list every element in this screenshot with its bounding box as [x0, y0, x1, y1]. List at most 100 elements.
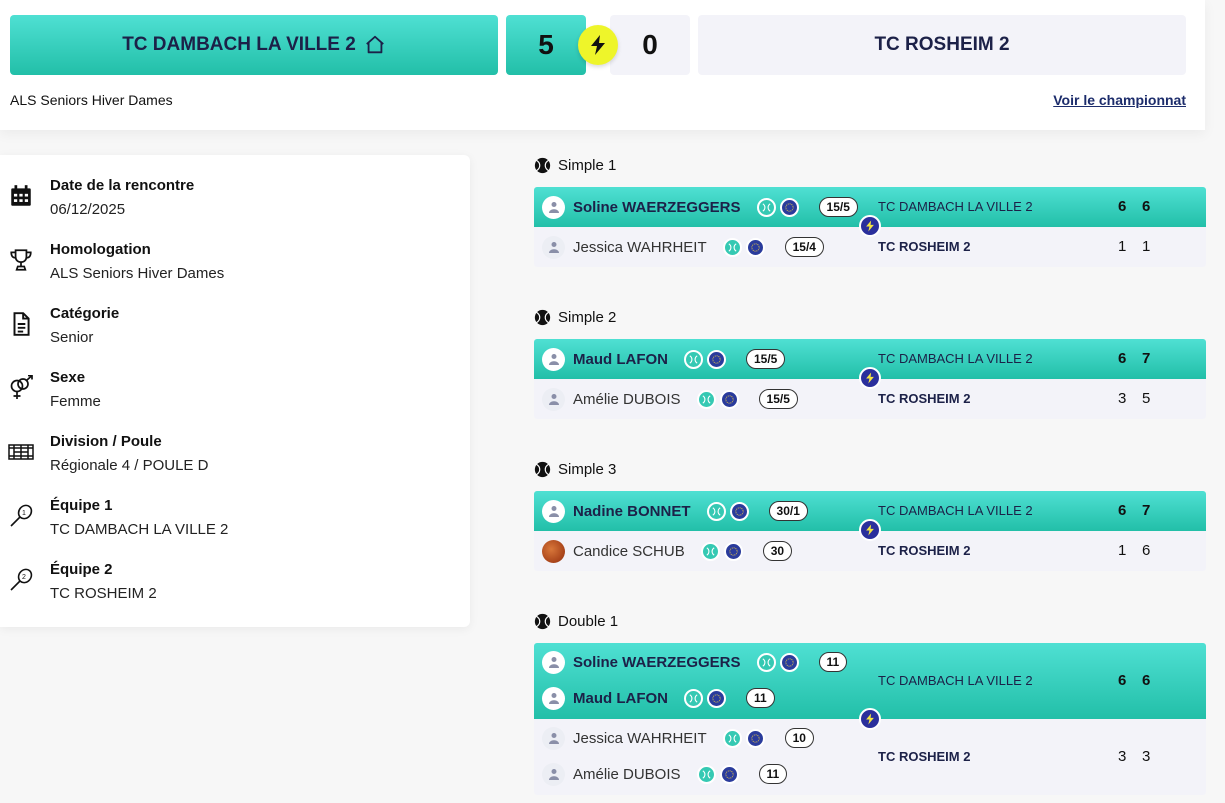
- player-name: Jessica WAHRHEIT: [573, 729, 707, 747]
- lightning-icon: [859, 367, 881, 389]
- player-name: Maud LAFON: [573, 350, 668, 368]
- player-rank: 15/5: [746, 349, 786, 369]
- match-title: Simple 2: [558, 309, 617, 326]
- match-heading: Double 1: [534, 613, 618, 630]
- set-score: 7: [1142, 502, 1151, 519]
- info-category: Catégorie Senior: [0, 305, 470, 361]
- info-team1: 1 Équipe 1 TC DAMBACH LA VILLE 2: [0, 497, 470, 553]
- player-name: Soline WAERZEGGERS: [573, 653, 741, 671]
- info-date-title: Date de la rencontre: [50, 177, 195, 194]
- player-rank: 10: [784, 728, 814, 748]
- winner-sets: 6 6: [1118, 672, 1150, 689]
- eu-badge-icon: [723, 541, 743, 561]
- info-sex-value: Femme: [50, 393, 101, 410]
- loser-player[interactable]: Candice SCHUB 30: [542, 531, 793, 571]
- championship-link[interactable]: Voir le championnat: [1053, 92, 1186, 108]
- winner-player[interactable]: Soline WAERZEGGERS 15/5: [542, 187, 858, 227]
- lightning-icon: [578, 25, 618, 65]
- player-name: Amélie DUBOIS: [573, 765, 681, 783]
- winner-player[interactable]: Nadine BONNET 30/1: [542, 491, 808, 531]
- tennis-badge-icon: [700, 541, 720, 561]
- loser-row: Jessica WAHRHEIT 10 Amélie DUBOIS 11 TC …: [534, 719, 1206, 795]
- winner-club: TC DAMBACH LA VILLE 2: [878, 199, 1033, 214]
- player-rank: 15/4: [784, 237, 824, 257]
- loser-sets: 1 6: [1118, 542, 1150, 559]
- match-heading: Simple 2: [534, 309, 616, 326]
- info-division-title: Division / Poule: [50, 433, 162, 450]
- player-rank: 30/1: [768, 501, 808, 521]
- winner-club: TC DAMBACH LA VILLE 2: [878, 503, 1033, 518]
- racket-2-icon: 2: [10, 568, 33, 591]
- loser-player[interactable]: Amélie DUBOIS 15/5: [542, 379, 798, 419]
- info-homologation-title: Homologation: [50, 241, 151, 258]
- avatar: [542, 235, 565, 259]
- home-team-button[interactable]: TC DAMBACH LA VILLE 2: [10, 15, 498, 75]
- set-score: 3: [1142, 748, 1151, 765]
- calendar-icon: [11, 185, 31, 206]
- info-team2-title: Équipe 2: [50, 561, 113, 578]
- tennis-badge-icon: [684, 349, 703, 369]
- avatar: [542, 499, 565, 523]
- svg-text:1: 1: [22, 510, 26, 517]
- avatar: [542, 539, 565, 563]
- set-score: 3: [1118, 748, 1127, 765]
- loser-player[interactable]: Jessica WAHRHEIT 15/4: [542, 227, 824, 267]
- player-name: Candice SCHUB: [573, 542, 685, 560]
- info-homologation-value: ALS Seniors Hiver Dames: [50, 265, 225, 282]
- away-team-button[interactable]: TC ROSHEIM 2: [698, 15, 1186, 75]
- player-rank: 30: [762, 541, 793, 561]
- racket-1-icon: 1: [10, 504, 33, 527]
- lightning-icon: [859, 708, 881, 730]
- match-header: TC DAMBACH LA VILLE 2 5 0 TC ROSHEIM 2 A…: [0, 0, 1205, 130]
- home-score: 5: [506, 15, 586, 75]
- winner-club: TC DAMBACH LA VILLE 2: [878, 673, 1033, 688]
- info-team2: 2 Équipe 2 TC ROSHEIM 2: [0, 561, 470, 617]
- match-title: Simple 3: [558, 461, 617, 478]
- set-score: 1: [1142, 238, 1151, 255]
- home-icon: [365, 35, 384, 54]
- player-rank: 15/5: [818, 197, 858, 217]
- info-division-value: Régionale 4 / POULE D: [50, 457, 209, 474]
- info-sex: Sexe Femme: [0, 369, 470, 425]
- home-team-name: TC DAMBACH LA VILLE 2: [122, 34, 356, 55]
- winner-player[interactable]: Soline WAERZEGGERS 11: [542, 643, 848, 681]
- eu-badge-icon: [707, 349, 726, 369]
- loser-sets: 3 5: [1118, 390, 1150, 407]
- set-score: 6: [1118, 350, 1127, 367]
- info-category-title: Catégorie: [50, 305, 120, 322]
- tennis-ball-icon: [534, 157, 551, 174]
- eu-badge-icon: [719, 389, 739, 409]
- winner-player[interactable]: Maud LAFON 15/5: [542, 339, 786, 379]
- gender-icon: [10, 375, 33, 399]
- set-score: 5: [1142, 390, 1151, 407]
- avatar: [542, 195, 565, 219]
- player-rank: 11: [818, 652, 848, 672]
- info-team1-title: Équipe 1: [50, 497, 113, 514]
- loser-player[interactable]: Amélie DUBOIS 11: [542, 755, 788, 793]
- info-category-value: Senior: [50, 329, 94, 346]
- lightning-icon: [859, 215, 881, 237]
- eu-badge-icon: [745, 237, 765, 257]
- avatar: [542, 726, 565, 750]
- player-name: Jessica WAHRHEIT: [573, 238, 707, 256]
- match-heading: Simple 1: [534, 157, 616, 174]
- loser-club: TC ROSHEIM 2: [878, 543, 971, 558]
- avatar: [542, 650, 565, 674]
- set-score: 7: [1142, 350, 1151, 367]
- match-info-card: Date de la rencontre 06/12/2025 Homologa…: [0, 155, 470, 627]
- match-title: Simple 1: [558, 157, 617, 174]
- info-team2-value: TC ROSHEIM 2: [50, 585, 157, 602]
- avatar: [542, 347, 565, 371]
- player-name: Amélie DUBOIS: [573, 390, 681, 408]
- loser-player[interactable]: Jessica WAHRHEIT 10: [542, 719, 814, 757]
- svg-text:2: 2: [22, 574, 26, 581]
- set-score: 6: [1118, 502, 1127, 519]
- winner-player[interactable]: Maud LAFON 11: [542, 679, 775, 717]
- winner-sets: 6 6: [1118, 198, 1150, 215]
- winner-row: Soline WAERZEGGERS 11 Maud LAFON 11 TC D…: [534, 643, 1206, 719]
- tennis-badge-icon: [722, 728, 742, 748]
- document-icon: [13, 312, 30, 336]
- info-division: Division / Poule Régionale 4 / POULE D: [0, 433, 470, 489]
- tennis-ball-icon: [534, 309, 551, 326]
- tennis-badge-icon: [756, 652, 776, 672]
